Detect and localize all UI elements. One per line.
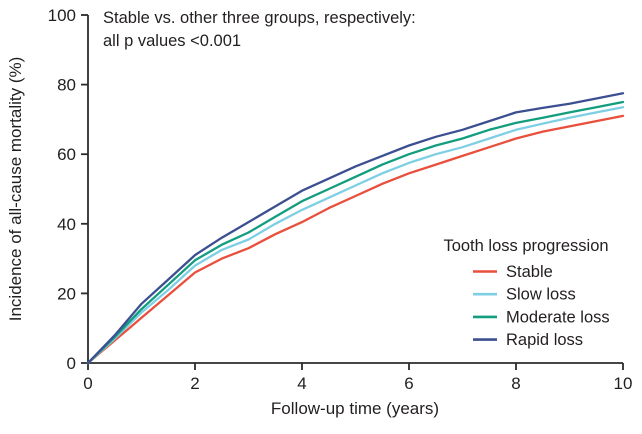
curve-slow-loss — [86, 106, 625, 365]
x-tick-label: 10 — [614, 374, 633, 393]
y-tick-label: 40 — [57, 215, 76, 234]
p-value-annotation-line-1: Stable vs. other three groups, respectiv… — [103, 9, 416, 27]
p-value-annotation-line-2: all p values <0.001 — [103, 32, 241, 50]
legend-label-moderate-loss: Moderate loss — [506, 308, 610, 326]
y-tick-label: 60 — [57, 145, 76, 164]
y-axis-ticks: 0 20 40 60 80 100 — [48, 6, 88, 373]
x-axis-ticks: 0 2 4 6 8 10 — [83, 363, 632, 393]
legend-label-stable: Stable — [506, 263, 553, 281]
curve-rapid-loss — [86, 92, 625, 365]
x-tick-label: 4 — [297, 374, 306, 393]
curve-stable — [86, 114, 625, 365]
legend-label-rapid-loss: Rapid loss — [506, 331, 583, 349]
y-tick-label: 80 — [57, 76, 76, 95]
legend-title: Tooth loss progression — [443, 237, 608, 255]
y-axis-title: Incidence of all-cause mortality (%) — [6, 57, 25, 322]
x-tick-label: 6 — [404, 374, 413, 393]
x-axis-title: Follow-up time (years) — [271, 399, 439, 418]
legend: Tooth loss progression Stable Slow loss Mo… — [443, 237, 609, 349]
curve-moderate-loss — [86, 100, 625, 365]
y-tick-label: 20 — [57, 284, 76, 303]
legend-label-slow-loss: Slow loss — [506, 286, 576, 304]
x-tick-label: 8 — [511, 374, 520, 393]
x-tick-label: 0 — [83, 374, 92, 393]
x-tick-label: 2 — [190, 374, 199, 393]
y-tick-label: 0 — [67, 354, 76, 373]
legend-entries: Stable Slow loss Moderate loss Rapid loss — [473, 263, 610, 349]
series-curves — [86, 92, 625, 365]
axes: 0 20 40 60 80 100 0 2 4 6 8 10 — [48, 6, 633, 393]
y-tick-label: 100 — [48, 6, 76, 25]
